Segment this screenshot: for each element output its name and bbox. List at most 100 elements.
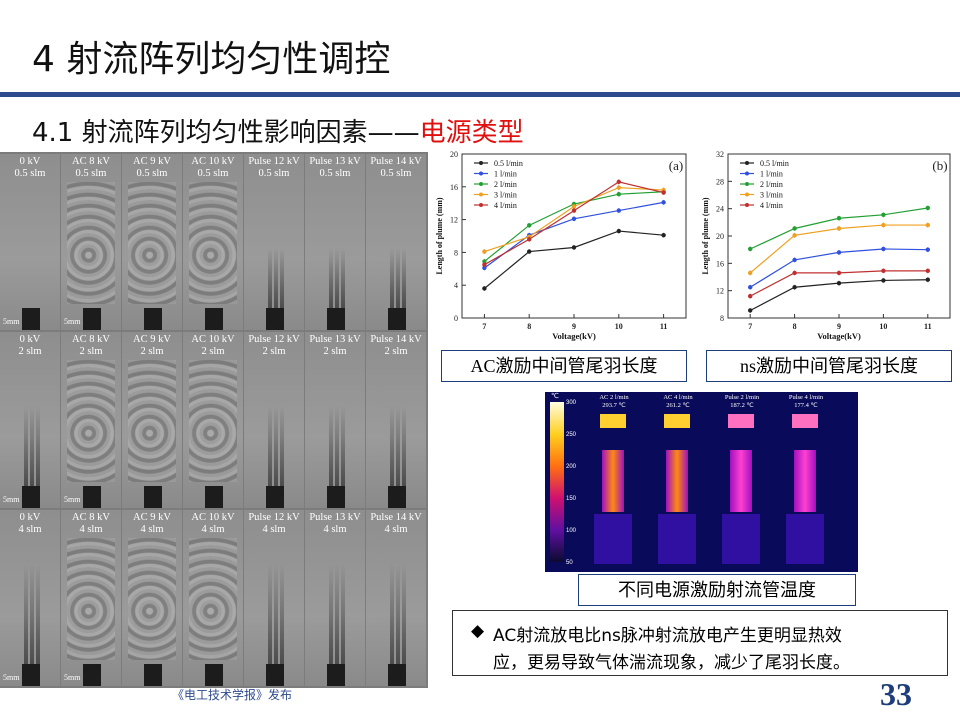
bullet-diamond-icon: ◆ (471, 621, 485, 641)
data-point (881, 278, 886, 283)
chart-b: 8 12 16 20 24 28 32 7 8 9 10 11 Voltage(kV) Length of… (700, 146, 960, 342)
jet-streak (335, 248, 339, 308)
data-point (881, 246, 886, 252)
x-tick-label: 8 (527, 322, 531, 331)
colorbar-tick-label: 250 (566, 432, 577, 438)
grid-image-label: Pulse 14 kV 4 slm (370, 512, 422, 535)
jet-streak (341, 564, 345, 664)
thermal-panel-label: Pulse 4 l/min 177.4 ℃ (788, 394, 824, 409)
legend-marker (479, 161, 483, 165)
jet-streak (268, 248, 272, 308)
turbulence-pattern (67, 182, 115, 304)
turbulence-pattern (128, 182, 176, 304)
tube-body (730, 450, 752, 512)
data-point (482, 265, 487, 271)
page-title: 4 射流阵列均匀性调控 (32, 39, 391, 80)
tube-base (594, 514, 632, 564)
nozzle (22, 308, 40, 330)
plot-frame (727, 153, 951, 319)
legend-label: 2 l/min (494, 180, 517, 189)
tube-base (658, 514, 696, 564)
jet-streak (274, 564, 278, 664)
plot-frame (461, 153, 687, 319)
nozzle (22, 486, 40, 508)
jet-streak (274, 406, 278, 486)
legend-label: 4 l/min (760, 201, 783, 210)
turbulence-pattern (189, 182, 237, 304)
grid-image-label: Pulse 12 kV 4 slm (248, 512, 300, 535)
grid-image-r1-c1: 0 kV 0.5 slm 5mm (0, 154, 60, 330)
grid-image-r2-c3: AC 9 kV 2 slm (122, 332, 182, 508)
scale-label: 5mm (64, 317, 81, 326)
colorbar-tick-label: 300 (566, 400, 577, 406)
data-point (792, 270, 797, 276)
nozzle (144, 664, 162, 686)
data-point (616, 208, 621, 213)
data-point (836, 250, 842, 255)
y-tick-label: 28 (716, 177, 724, 186)
nozzle (144, 486, 162, 508)
y-tick-label: 20 (450, 150, 458, 159)
grid-image-label: AC 8 kV 2 slm (72, 334, 110, 357)
data-point (748, 293, 753, 299)
jet-streak (396, 248, 400, 308)
tube-hotspot (792, 414, 818, 428)
grid-image-r3-c5: Pulse 12 kV 4 slm (244, 510, 304, 686)
turbulence-pattern (189, 538, 237, 660)
grid-image-r1-c3: AC 9 kV 0.5 slm (122, 154, 182, 330)
turbulence-pattern (67, 538, 115, 660)
scale-label: 5mm (64, 673, 81, 682)
data-point (661, 232, 666, 238)
data-point (616, 185, 621, 190)
legend-marker (745, 171, 749, 176)
y-tick-label: 20 (716, 232, 724, 241)
turbulence-pattern (67, 360, 115, 482)
x-tick-label: 11 (660, 322, 668, 331)
nozzle (144, 308, 162, 330)
grid-image-label: AC 9 kV 4 slm (133, 512, 171, 535)
colorbar-tick-label: 150 (566, 496, 577, 502)
colorbar-tick-label: 100 (566, 528, 577, 534)
data-point (881, 212, 886, 218)
data-point (482, 259, 487, 264)
data-point (792, 226, 797, 231)
data-point (571, 245, 577, 250)
y-tick-label: 12 (716, 287, 724, 296)
jet-streak (36, 564, 40, 664)
y-tick-label: 8 (454, 248, 458, 257)
grid-image-label: Pulse 14 kV 0.5 slm (370, 156, 422, 179)
jet-streak (396, 564, 400, 664)
y-tick-label: 4 (454, 281, 458, 290)
jet-streak (341, 248, 345, 308)
jet-streak (280, 248, 284, 308)
data-point (748, 246, 753, 252)
data-point (881, 268, 886, 274)
nozzle (266, 486, 284, 508)
legend-marker (479, 171, 483, 176)
y-tick-label: 16 (716, 259, 724, 268)
grid-image-label: 0 kV 2 slm (18, 334, 42, 357)
jet-streak (396, 406, 400, 486)
grid-image-r2-c6: Pulse 13 kV 2 slm (305, 332, 365, 508)
legend-marker (745, 182, 749, 186)
tube-body (602, 450, 624, 512)
jet-streak (335, 564, 339, 664)
jet-streak (329, 248, 333, 308)
caption-ns: ns激励中间管尾羽长度 (706, 350, 952, 382)
legend-label: 2 l/min (760, 180, 783, 189)
jet-streak (402, 564, 406, 664)
jet-streak (280, 564, 284, 664)
x-tick-label: 9 (572, 322, 576, 331)
subtitle-highlight: 电源类型 (419, 118, 524, 148)
x-axis-label: Voltage(kV) (817, 331, 861, 341)
nozzle (388, 308, 406, 330)
footer-source: 《电工技术学报》发布 (172, 688, 293, 702)
legend-label: 0.5 l/min (760, 159, 789, 168)
chart-b-svg: 8 12 16 20 24 28 32 7 8 9 10 11 Voltage(kV) Length of… (701, 150, 951, 341)
jet-streak (24, 406, 28, 486)
page-number: 33 (880, 676, 912, 712)
tube-hotspot (600, 414, 626, 428)
legend-marker (745, 203, 749, 207)
legend-marker (479, 182, 483, 186)
nozzle (388, 664, 406, 686)
